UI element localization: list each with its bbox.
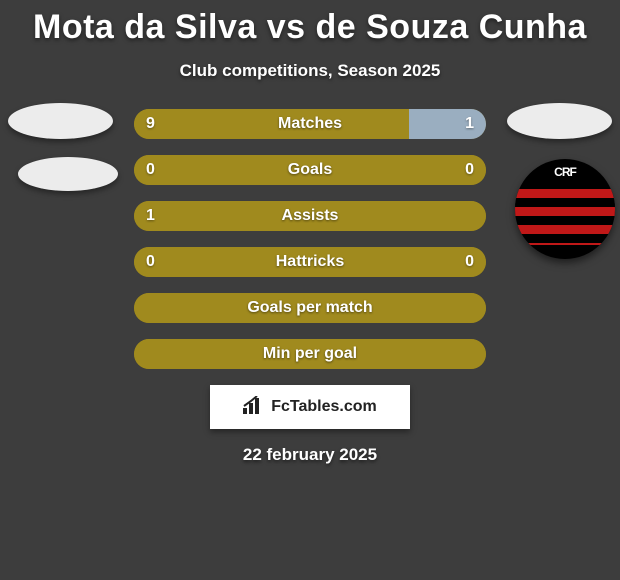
stat-row: 91Matches (134, 109, 486, 139)
brand-badge: FcTables.com (210, 385, 410, 429)
player1-avatar-placeholder (8, 103, 113, 139)
stat-label: Matches (134, 109, 486, 139)
crest-monogram: CRF (515, 165, 615, 179)
date-text: 22 february 2025 (0, 445, 620, 465)
stat-label: Assists (134, 201, 486, 231)
stat-label: Hattricks (134, 247, 486, 277)
fctables-logo-icon (243, 396, 265, 419)
player2-avatar-placeholder (507, 103, 612, 139)
player1-club-placeholder (18, 157, 118, 191)
stats-area: CRF 91Matches 00Goals 1Assists 00Hattricks G… (0, 109, 620, 369)
page-title: Mota da Silva vs de Souza Cunha (0, 0, 620, 47)
stat-label: Goals (134, 155, 486, 185)
stat-row: Goals per match (134, 293, 486, 323)
stat-row: 00Hattricks (134, 247, 486, 277)
subtitle: Club competitions, Season 2025 (0, 61, 620, 81)
player2-club-crest: CRF (515, 159, 615, 259)
stat-row: Min per goal (134, 339, 486, 369)
brand-text: FcTables.com (271, 398, 377, 416)
stat-rows: 91Matches 00Goals 1Assists 00Hattricks Goals… (134, 109, 486, 369)
stat-label: Min per goal (134, 339, 486, 369)
stat-row: 00Goals (134, 155, 486, 185)
stat-label: Goals per match (134, 293, 486, 323)
stat-row: 1Assists (134, 201, 486, 231)
